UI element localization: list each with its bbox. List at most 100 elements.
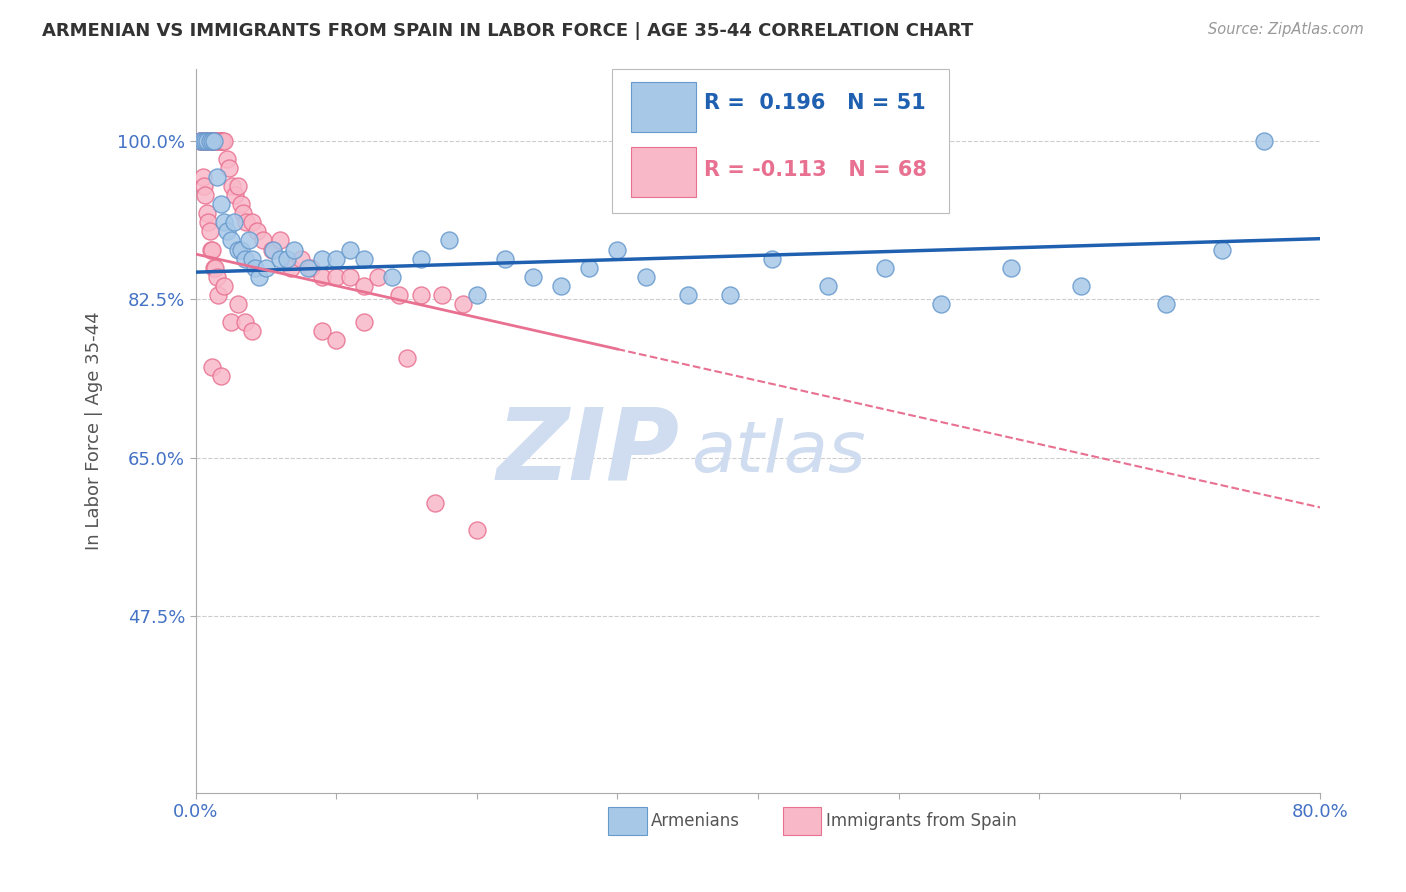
Point <box>437 234 460 248</box>
Point <box>193 134 215 148</box>
Point <box>311 324 333 338</box>
Point <box>252 234 274 248</box>
Point <box>240 252 263 266</box>
Point <box>817 278 839 293</box>
Point <box>197 215 219 229</box>
Text: Armenians: Armenians <box>651 812 740 830</box>
Point <box>188 134 211 148</box>
FancyBboxPatch shape <box>631 147 696 196</box>
Point <box>204 260 226 275</box>
Point <box>761 252 783 266</box>
Point <box>235 215 257 229</box>
Point <box>243 260 266 275</box>
Point <box>205 269 228 284</box>
Point <box>191 170 214 185</box>
Point <box>246 224 269 238</box>
Point <box>198 134 221 148</box>
Point <box>522 269 544 284</box>
Point <box>465 523 488 537</box>
Text: Source: ZipAtlas.com: Source: ZipAtlas.com <box>1208 22 1364 37</box>
Point <box>381 269 404 284</box>
Point <box>226 243 249 257</box>
Point <box>200 134 222 148</box>
Point <box>221 179 243 194</box>
Point <box>201 134 224 148</box>
Point <box>494 252 516 266</box>
Point <box>219 315 242 329</box>
Point <box>201 360 224 375</box>
Point <box>325 333 347 347</box>
Point <box>209 134 232 148</box>
Point <box>339 243 361 257</box>
Point <box>283 243 305 257</box>
Point <box>367 269 389 284</box>
Point <box>212 134 235 148</box>
Point <box>218 161 240 175</box>
Point <box>233 252 256 266</box>
Point <box>1070 278 1092 293</box>
Text: R =  0.196   N = 51: R = 0.196 N = 51 <box>704 94 925 113</box>
Point <box>634 269 657 284</box>
Point <box>215 152 238 166</box>
Point <box>229 197 252 211</box>
Point <box>451 297 474 311</box>
Point <box>325 252 347 266</box>
Point <box>232 206 254 220</box>
Point <box>280 260 302 275</box>
Point <box>212 278 235 293</box>
Point <box>1154 297 1177 311</box>
Point <box>1211 243 1233 257</box>
Point <box>873 260 896 275</box>
Point <box>247 269 270 284</box>
Point <box>226 179 249 194</box>
Point <box>240 324 263 338</box>
Point <box>423 496 446 510</box>
Point <box>929 297 952 311</box>
Point <box>339 269 361 284</box>
Text: atlas: atlas <box>690 417 865 487</box>
Text: ARMENIAN VS IMMIGRANTS FROM SPAIN IN LABOR FORCE | AGE 35-44 CORRELATION CHART: ARMENIAN VS IMMIGRANTS FROM SPAIN IN LAB… <box>42 22 973 40</box>
Point <box>202 134 225 148</box>
Y-axis label: In Labor Force | Age 35-44: In Labor Force | Age 35-44 <box>86 311 103 549</box>
Point <box>200 243 222 257</box>
Text: ZIP: ZIP <box>496 404 679 500</box>
Point <box>290 252 312 266</box>
Point <box>198 134 221 148</box>
Text: R = -0.113   N = 68: R = -0.113 N = 68 <box>704 160 927 180</box>
Point <box>550 278 572 293</box>
Point <box>353 278 375 293</box>
Point <box>219 234 242 248</box>
Point <box>190 134 212 148</box>
Point <box>353 315 375 329</box>
Point <box>238 234 260 248</box>
Point <box>269 252 291 266</box>
Point <box>202 260 225 275</box>
Point <box>209 369 232 384</box>
Point <box>195 206 218 220</box>
Point <box>201 134 224 148</box>
Point <box>201 243 224 257</box>
Point <box>409 252 432 266</box>
Point <box>353 252 375 266</box>
Point <box>233 315 256 329</box>
Point <box>430 287 453 301</box>
Point <box>262 243 284 257</box>
Point <box>195 134 218 148</box>
Point <box>202 134 225 148</box>
Point <box>224 188 246 202</box>
Point <box>198 224 221 238</box>
Point <box>409 287 432 301</box>
Point <box>197 134 219 148</box>
Point <box>311 269 333 284</box>
Point <box>205 170 228 185</box>
Point <box>207 287 229 301</box>
Point <box>188 134 211 148</box>
Point <box>215 224 238 238</box>
Point <box>212 215 235 229</box>
Point <box>211 134 233 148</box>
Point <box>209 197 232 211</box>
Point <box>1253 134 1275 148</box>
Point <box>254 260 277 275</box>
FancyBboxPatch shape <box>609 807 647 835</box>
Point <box>311 252 333 266</box>
